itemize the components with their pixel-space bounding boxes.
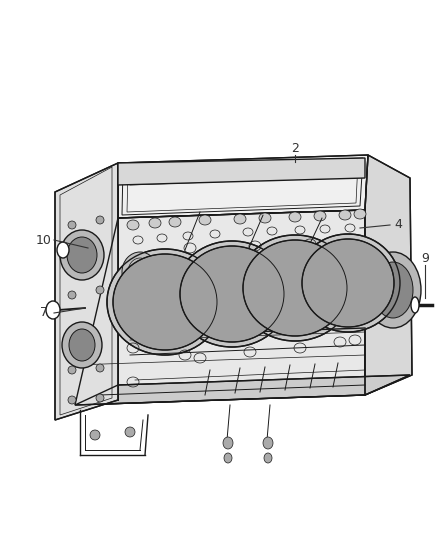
Ellipse shape <box>224 453 232 463</box>
Text: 10: 10 <box>36 233 52 246</box>
Polygon shape <box>75 375 410 405</box>
Ellipse shape <box>339 210 351 220</box>
Ellipse shape <box>174 241 290 347</box>
Polygon shape <box>55 163 118 420</box>
Polygon shape <box>75 210 365 405</box>
Ellipse shape <box>57 242 69 258</box>
Ellipse shape <box>180 246 284 342</box>
Ellipse shape <box>263 437 273 449</box>
Ellipse shape <box>96 394 104 402</box>
Ellipse shape <box>234 214 246 224</box>
Ellipse shape <box>68 366 76 374</box>
Ellipse shape <box>96 364 104 372</box>
Ellipse shape <box>127 220 139 230</box>
Ellipse shape <box>46 301 60 319</box>
Text: 2: 2 <box>291 141 299 155</box>
Ellipse shape <box>60 230 104 280</box>
Ellipse shape <box>289 212 301 222</box>
Ellipse shape <box>223 437 233 449</box>
Ellipse shape <box>296 234 400 332</box>
Ellipse shape <box>62 322 102 368</box>
Ellipse shape <box>67 237 97 273</box>
Ellipse shape <box>68 291 76 299</box>
Ellipse shape <box>125 427 135 437</box>
Text: 9: 9 <box>421 252 429 264</box>
Ellipse shape <box>365 252 421 328</box>
Ellipse shape <box>69 329 95 361</box>
Ellipse shape <box>107 249 223 355</box>
Ellipse shape <box>373 262 413 318</box>
Ellipse shape <box>113 254 217 350</box>
Polygon shape <box>118 155 368 218</box>
Ellipse shape <box>302 239 394 327</box>
Polygon shape <box>118 158 365 185</box>
Ellipse shape <box>199 215 211 225</box>
Ellipse shape <box>122 252 158 292</box>
Ellipse shape <box>169 217 181 227</box>
Ellipse shape <box>411 297 419 313</box>
Ellipse shape <box>96 286 104 294</box>
Text: 4: 4 <box>394 219 402 231</box>
Ellipse shape <box>96 216 104 224</box>
Ellipse shape <box>259 213 271 223</box>
Ellipse shape <box>68 396 76 404</box>
Ellipse shape <box>149 218 161 228</box>
Ellipse shape <box>237 235 353 341</box>
Polygon shape <box>365 155 412 395</box>
Ellipse shape <box>68 221 76 229</box>
Text: 7: 7 <box>40 306 48 319</box>
Ellipse shape <box>90 430 100 440</box>
Ellipse shape <box>243 240 347 336</box>
Ellipse shape <box>354 209 366 219</box>
Ellipse shape <box>264 453 272 463</box>
Ellipse shape <box>314 211 326 221</box>
